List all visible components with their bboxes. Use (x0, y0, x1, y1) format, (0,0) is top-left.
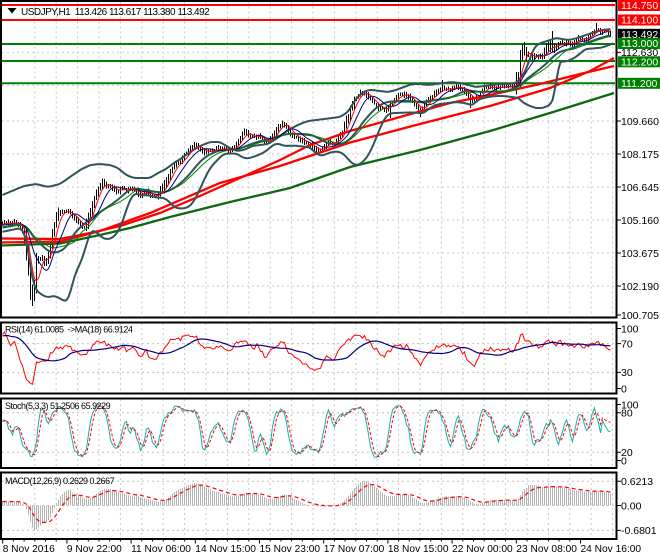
svg-text:Stoch(5,3,3) 51.2506 65.9229: Stoch(5,3,3) 51.2506 65.9229 (5, 401, 111, 411)
svg-text:113.000: 113.000 (621, 38, 658, 50)
svg-text:MACD(12,26,9) 0.2629 0.2667: MACD(12,26,9) 0.2629 0.2667 (5, 476, 115, 486)
svg-text:11 Nov 06:00: 11 Nov 06:00 (131, 544, 191, 555)
svg-text:20: 20 (621, 447, 633, 459)
svg-text:9 Nov 22:00: 9 Nov 22:00 (67, 544, 122, 555)
svg-text:14 Nov 15:00: 14 Nov 15:00 (195, 544, 256, 555)
svg-text:15 Nov 23:00: 15 Nov 23:00 (260, 544, 321, 555)
svg-text:8 Nov 2016: 8 Nov 2016 (3, 544, 55, 555)
svg-text:0: 0 (621, 383, 627, 395)
svg-text:106.645: 106.645 (621, 182, 659, 194)
svg-text:113.492: 113.492 (621, 29, 658, 41)
svg-text:112.630: 112.630 (621, 47, 658, 59)
svg-text:22 Nov 00:00: 22 Nov 00:00 (452, 544, 513, 555)
svg-text:23 Nov 08:00: 23 Nov 08:00 (516, 544, 577, 555)
svg-text:100: 100 (621, 399, 639, 411)
svg-text:18 Nov 15:00: 18 Nov 15:00 (388, 544, 449, 555)
svg-text:102.190: 102.190 (621, 281, 659, 293)
svg-text:80: 80 (621, 408, 633, 420)
svg-text:0.00: 0.00 (621, 500, 642, 512)
svg-text:108.175: 108.175 (621, 149, 659, 161)
svg-text:111.200: 111.200 (621, 78, 658, 90)
svg-text:114.750: 114.750 (621, 0, 658, 12)
svg-text:0.6213: 0.6213 (621, 476, 653, 488)
svg-text:-0.6801: -0.6801 (621, 525, 657, 537)
svg-text:24 Nov 16:00: 24 Nov 16:00 (581, 544, 642, 555)
svg-text:30: 30 (621, 367, 633, 379)
svg-text:112.200: 112.200 (621, 56, 658, 68)
svg-text:USDJPY,H1 113.426 113.617 113: USDJPY,H1 113.426 113.617 113.380 113.49… (21, 7, 210, 18)
svg-text:RSI(14) 61.0085 ->MA(18) 66.9: RSI(14) 61.0085 ->MA(18) 66.9124 (5, 325, 133, 335)
svg-text:109.660: 109.660 (621, 116, 659, 128)
svg-text:17 Nov 07:00: 17 Nov 07:00 (324, 544, 385, 555)
svg-text:70: 70 (621, 338, 633, 350)
svg-text:100: 100 (621, 323, 639, 335)
svg-text:0: 0 (621, 455, 627, 467)
svg-text:103.675: 103.675 (621, 248, 659, 260)
svg-text:114.100: 114.100 (621, 15, 658, 27)
svg-text:100.705: 100.705 (621, 310, 659, 322)
svg-text:105.160: 105.160 (621, 215, 659, 227)
